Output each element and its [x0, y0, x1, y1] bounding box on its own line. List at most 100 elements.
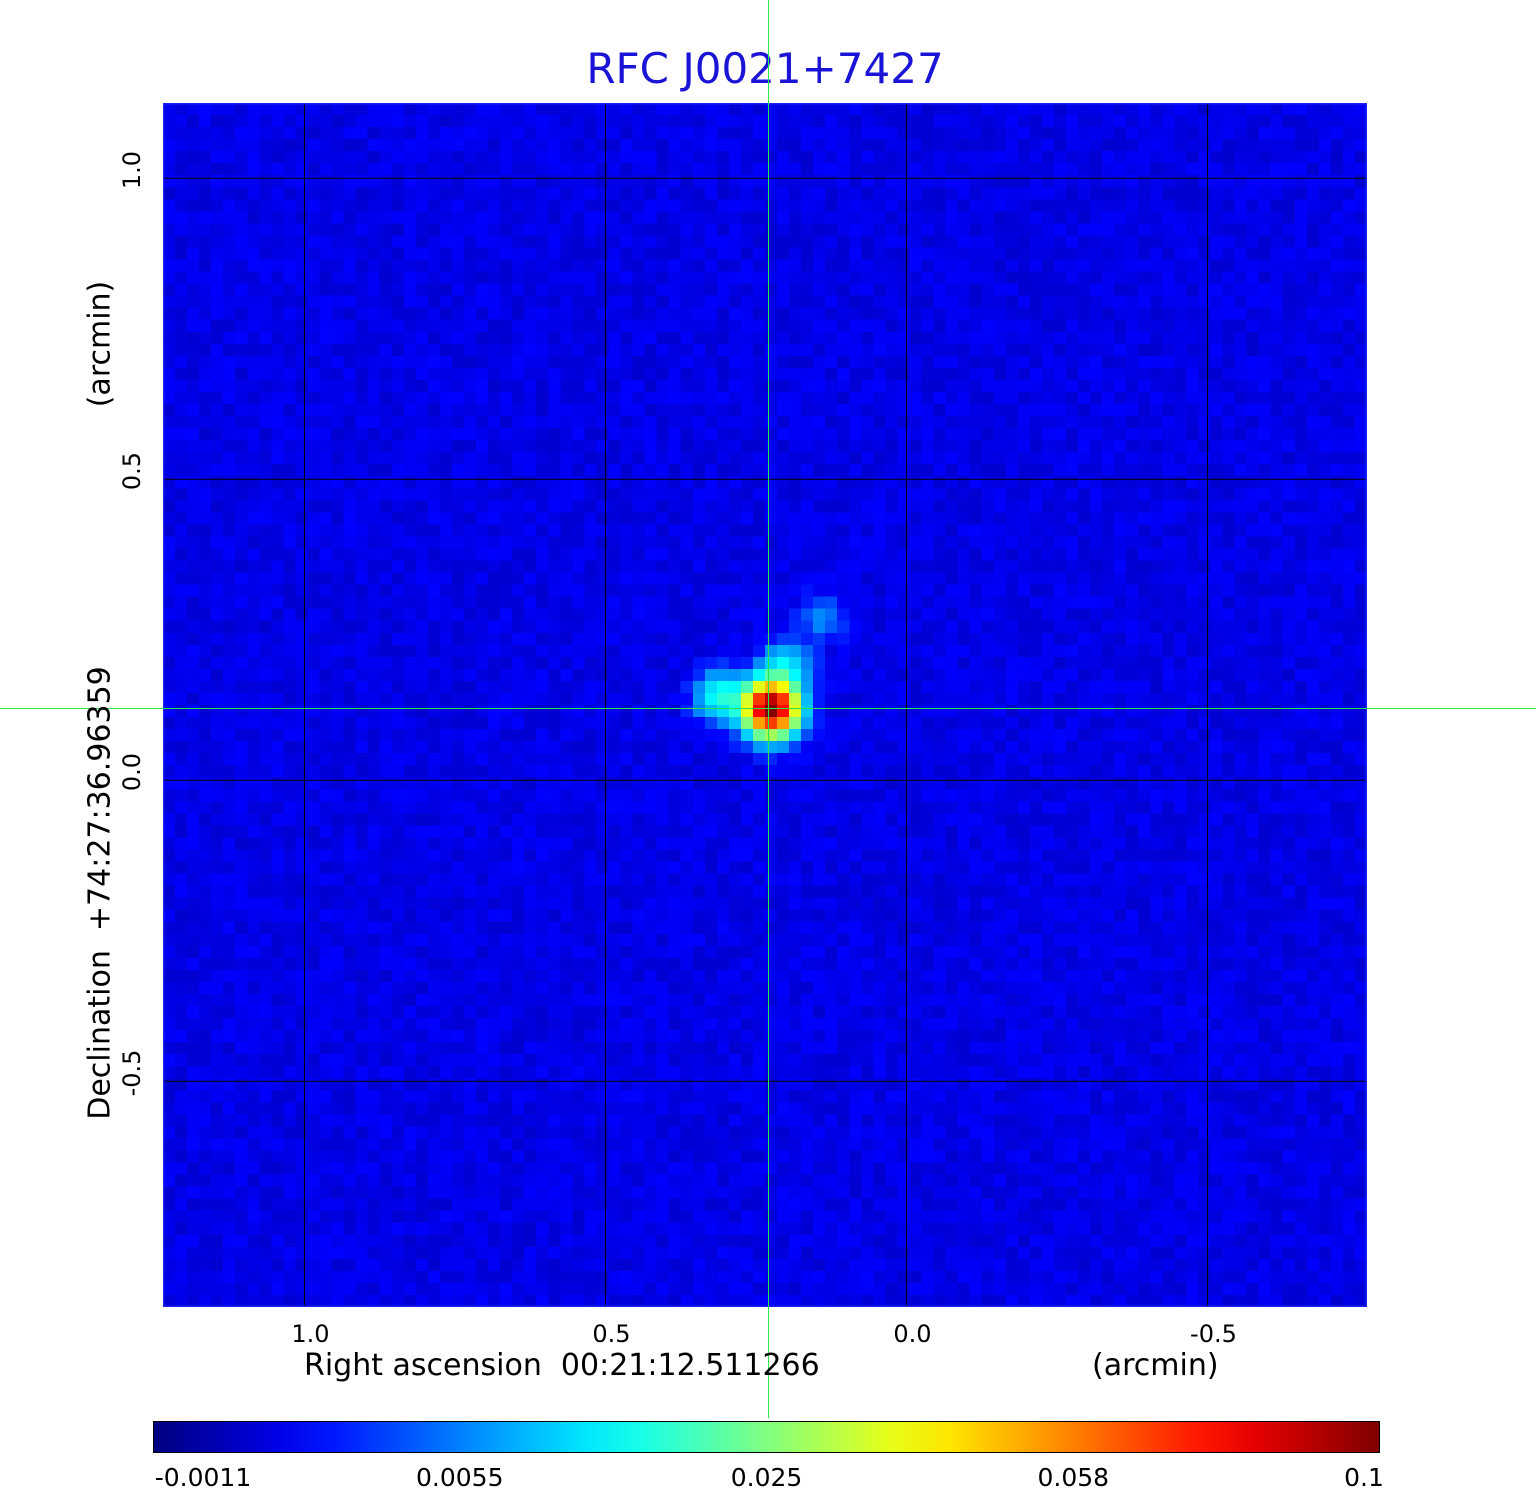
heatmap-cell — [1318, 644, 1332, 658]
heatmap-cell — [1330, 355, 1344, 369]
heatmap-cell — [247, 343, 260, 357]
heatmap-cell — [1294, 596, 1308, 610]
heatmap-cell — [319, 319, 333, 333]
heatmap-cell — [572, 416, 585, 429]
heatmap-cell — [488, 355, 501, 369]
heatmap-cell — [1150, 620, 1163, 634]
heatmap-cell — [163, 608, 176, 622]
heatmap-cell — [1162, 632, 1175, 646]
heatmap-cell — [716, 536, 730, 550]
heatmap-cell — [728, 668, 742, 682]
heatmap-cell — [163, 307, 176, 321]
heatmap-cell — [801, 187, 814, 200]
heatmap-cell — [1029, 584, 1043, 598]
heatmap-cell — [789, 464, 802, 477]
heatmap-cell — [464, 512, 477, 525]
heatmap-cell — [1246, 620, 1260, 634]
heatmap-cell — [1053, 620, 1067, 634]
heatmap-cell — [1150, 536, 1163, 550]
heatmap-cell — [644, 476, 658, 489]
heatmap-cell — [1222, 283, 1236, 297]
plot-area[interactable] — [163, 103, 1367, 1307]
heatmap-cell — [656, 223, 670, 237]
heatmap-cell — [897, 404, 911, 417]
heatmap-cell — [1222, 596, 1236, 610]
heatmap-cell — [1198, 247, 1212, 261]
heatmap-cell — [897, 343, 911, 357]
heatmap-cell — [403, 331, 417, 345]
heatmap-cell — [1090, 608, 1103, 622]
heatmap-cell — [1198, 211, 1212, 224]
heatmap-cell — [1102, 560, 1115, 574]
heatmap-cell — [945, 692, 959, 706]
heatmap-cell — [825, 560, 838, 574]
heatmap-cell — [163, 620, 176, 634]
heatmap-cell — [1330, 596, 1344, 610]
heatmap-cell — [1234, 259, 1248, 273]
heatmap-cell — [391, 307, 405, 321]
heatmap-cell — [777, 151, 790, 164]
heatmap-cell — [716, 656, 730, 670]
heatmap-cell — [1246, 464, 1260, 477]
heatmap-cell — [512, 632, 525, 646]
heatmap-cell — [704, 656, 718, 670]
heatmap-cell — [247, 692, 260, 706]
heatmap-cell — [488, 560, 501, 574]
heatmap-cell — [223, 295, 236, 309]
heatmap-cell — [379, 668, 393, 682]
heatmap-cell — [247, 223, 260, 237]
heatmap-cell — [668, 199, 682, 212]
heatmap-cell — [331, 488, 345, 501]
heatmap-cell — [415, 391, 429, 405]
heatmap-cell — [909, 343, 923, 357]
heatmap-cell — [488, 295, 501, 309]
heatmap-cell — [632, 536, 646, 550]
heatmap-cell — [993, 307, 1007, 321]
heatmap-cell — [1066, 367, 1079, 381]
heatmap-cell — [1029, 367, 1043, 381]
heatmap-cell — [1186, 199, 1200, 212]
heatmap-cell — [1138, 656, 1151, 670]
heatmap-cell — [367, 524, 381, 538]
heatmap-cell — [415, 668, 429, 682]
heatmap-cell — [813, 440, 826, 453]
heatmap-cell — [608, 103, 622, 116]
heatmap-cell — [1294, 103, 1308, 116]
heatmap-cell — [331, 211, 345, 224]
heatmap-cell — [813, 259, 826, 273]
heatmap-cell — [355, 367, 369, 381]
heatmap-cell — [1258, 632, 1272, 646]
heatmap-cell — [668, 692, 682, 706]
heatmap-cell — [1017, 127, 1031, 140]
heatmap-cell — [283, 608, 297, 622]
heatmap-cell — [1017, 476, 1031, 489]
heatmap-cell — [825, 379, 838, 393]
heatmap-cell — [728, 680, 742, 694]
heatmap-cell — [211, 524, 224, 538]
heatmap-cell — [584, 632, 598, 646]
heatmap-cell — [740, 391, 754, 405]
heatmap-cell — [1258, 620, 1272, 634]
heatmap-cell — [1282, 404, 1296, 417]
heatmap-cell — [1017, 319, 1031, 333]
heatmap-cell — [1318, 572, 1332, 586]
heatmap-cell — [584, 404, 598, 417]
heatmap-cell — [1342, 440, 1356, 453]
heatmap-cell — [1138, 680, 1151, 694]
heatmap-cell — [765, 259, 778, 273]
heatmap-cell — [464, 271, 477, 285]
heatmap-cell — [1318, 271, 1332, 285]
heatmap-cell — [235, 211, 248, 224]
heatmap-cell — [391, 115, 405, 128]
heatmap-cell — [488, 452, 501, 465]
heatmap-cell — [849, 476, 862, 489]
heatmap-cell — [391, 644, 405, 658]
heatmap-cell — [1210, 115, 1224, 128]
heatmap-cell — [1174, 488, 1187, 501]
heatmap-cell — [957, 512, 971, 525]
heatmap-cell — [488, 343, 501, 357]
heatmap-cell — [921, 103, 935, 116]
heatmap-cell — [163, 199, 176, 212]
heatmap-cell — [1162, 379, 1175, 393]
heatmap-cell — [933, 428, 947, 441]
